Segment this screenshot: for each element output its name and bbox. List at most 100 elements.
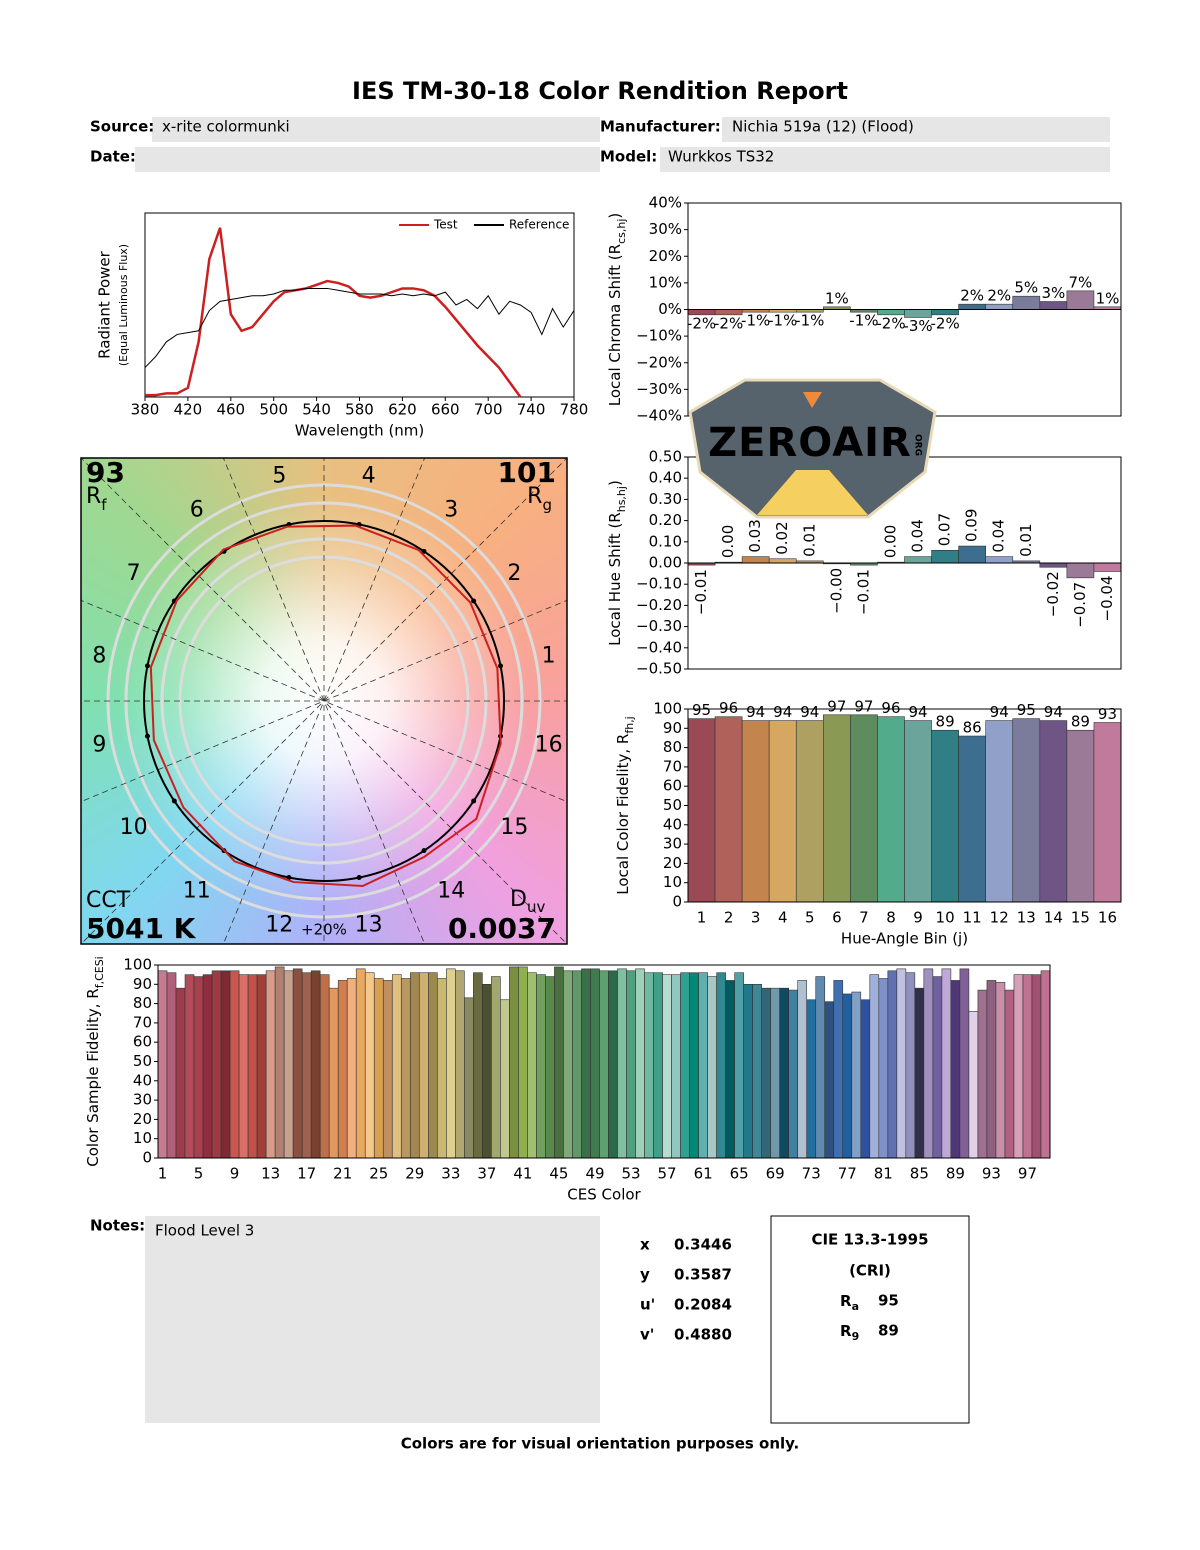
bar xyxy=(446,968,456,1159)
y-tick-label: 60 xyxy=(663,777,682,795)
y-tick-label: 30 xyxy=(663,835,682,853)
source-label: Source: xyxy=(90,118,154,136)
bin-label: 11 xyxy=(183,878,211,903)
value-label: 0.01 xyxy=(800,523,818,556)
ra: 95 xyxy=(878,1292,899,1310)
y-tick-label: 50 xyxy=(663,796,682,814)
reference-point xyxy=(144,733,150,739)
bar xyxy=(905,972,916,1159)
bin-label: 14 xyxy=(437,878,465,903)
bar xyxy=(653,972,663,1159)
bar xyxy=(779,987,790,1159)
bar xyxy=(482,983,492,1159)
bar xyxy=(768,558,797,564)
y-tick-label: 30% xyxy=(649,220,682,238)
bar xyxy=(400,978,411,1159)
value-label: -2% xyxy=(714,314,743,332)
plot-frame xyxy=(144,212,575,398)
bar xyxy=(193,976,204,1159)
bar xyxy=(985,556,1014,564)
x-tick-label: 16 xyxy=(1098,909,1117,927)
bar xyxy=(1066,562,1095,579)
y-tick-label: 90 xyxy=(663,719,682,737)
x-tick-label: 420 xyxy=(174,401,203,419)
y-tick-label: −20% xyxy=(636,353,682,371)
bin-label: 4 xyxy=(362,463,376,488)
y-tick-label: 10% xyxy=(649,273,682,291)
x-tick-label: 5 xyxy=(805,909,815,927)
value-label: 95 xyxy=(692,701,711,719)
x-tick-label: 7 xyxy=(859,909,869,927)
x-tick-label: 73 xyxy=(802,1165,821,1183)
y-tick-label: 40 xyxy=(663,815,682,833)
r9: 89 xyxy=(878,1322,899,1340)
rf: 93 xyxy=(86,456,125,489)
test-polygon xyxy=(149,524,502,888)
x-tick-label: 15 xyxy=(1071,909,1090,927)
bin-label: 10 xyxy=(120,815,148,840)
vector-plot xyxy=(81,458,567,944)
y-tick-label: −10% xyxy=(636,327,682,345)
bar xyxy=(319,974,330,1159)
bar xyxy=(572,970,582,1159)
colorimetry-value: 0.3446 xyxy=(674,1236,732,1254)
bar xyxy=(545,976,555,1159)
value-label: 94 xyxy=(1044,703,1063,721)
manufacturer-label: Manufacturer: xyxy=(600,118,721,136)
bin-label: 15 xyxy=(500,815,528,840)
bar xyxy=(500,999,510,1159)
bar xyxy=(455,970,465,1159)
r9-sub: 9 xyxy=(852,1330,860,1343)
y-tick-label: 10 xyxy=(133,1129,152,1147)
y-axis-label: Radiant Power xyxy=(96,250,114,359)
bar xyxy=(958,303,986,310)
bar xyxy=(698,972,708,1159)
value-label: 0.07 xyxy=(936,513,954,546)
y-axis-label-text: Local Chroma Shift (R xyxy=(606,244,624,406)
y-axis-label: Local Color Fidelity, Rfh,j xyxy=(614,716,636,895)
duv-sub: uv xyxy=(527,898,546,916)
bar xyxy=(985,720,1014,903)
bar xyxy=(958,735,986,903)
value-label: -1% xyxy=(741,312,770,330)
bar xyxy=(958,545,986,564)
bar xyxy=(473,972,483,1159)
cri-title: CIE 13.3-1995 xyxy=(811,1231,928,1249)
x-tick-label: 780 xyxy=(560,401,589,419)
colorimetry-label: v' xyxy=(640,1326,654,1344)
x-tick-label: 740 xyxy=(517,401,546,419)
bar xyxy=(644,972,654,1159)
y-axis-label-text: Local Hue Shift (R xyxy=(606,512,624,646)
reference-point xyxy=(144,663,150,669)
value-label: -2% xyxy=(930,314,959,332)
bar xyxy=(743,983,753,1159)
bar xyxy=(229,970,240,1159)
x-tick-label: 8 xyxy=(886,909,896,927)
bar xyxy=(292,968,303,1159)
bar xyxy=(716,972,726,1159)
y-tick-label: 0.50 xyxy=(649,448,682,466)
value-label: 0.01 xyxy=(1017,523,1035,556)
bar xyxy=(714,716,743,903)
value-label: 94 xyxy=(800,703,819,721)
value-label: 94 xyxy=(908,703,927,721)
x-tick-label: 460 xyxy=(216,401,245,419)
value-label: -1% xyxy=(795,312,824,330)
x-tick-label: 17 xyxy=(297,1165,316,1183)
bar xyxy=(1039,301,1068,310)
rg-sub: g xyxy=(542,496,552,514)
x-tick-label: 77 xyxy=(838,1165,857,1183)
bar xyxy=(950,980,961,1159)
ra-r: R xyxy=(840,1292,852,1310)
footer: Colors are for visual orientation purpos… xyxy=(401,1435,800,1453)
x-tick-label: 25 xyxy=(369,1165,388,1183)
value-label: 0.03 xyxy=(746,519,764,552)
bar xyxy=(310,970,321,1159)
reference-point xyxy=(171,798,177,804)
y-tick-label: 20 xyxy=(663,854,682,872)
bar xyxy=(968,1011,979,1159)
y-tick-label: 0.10 xyxy=(649,532,682,550)
bar xyxy=(527,972,537,1159)
y-tick-label: 50 xyxy=(133,1052,152,1070)
